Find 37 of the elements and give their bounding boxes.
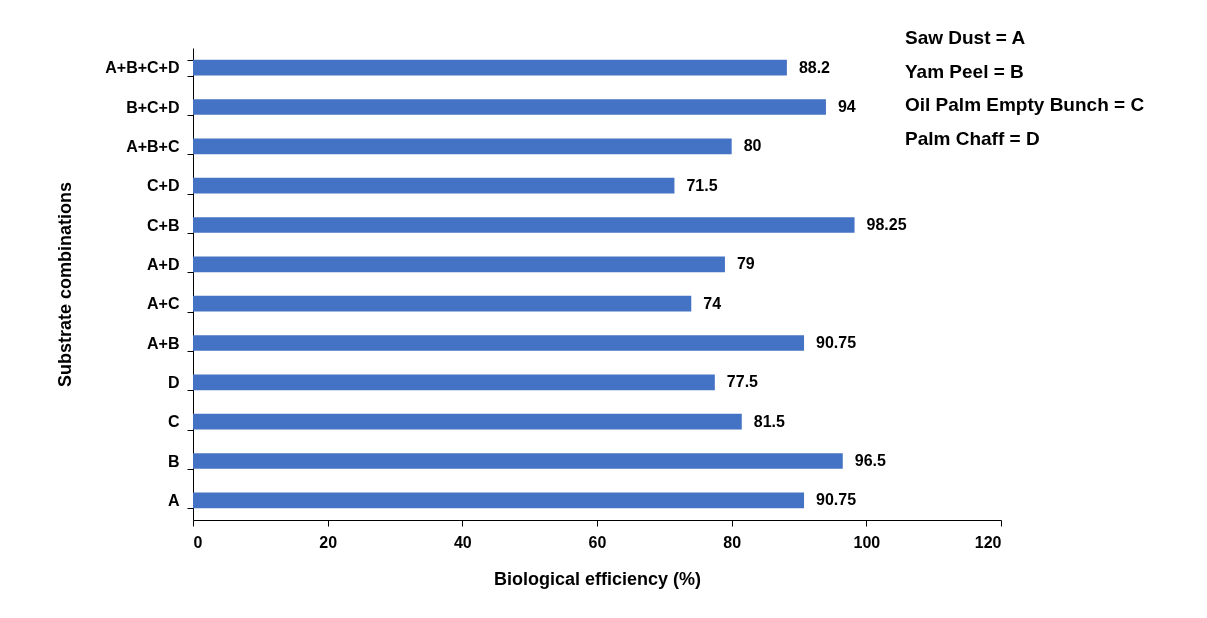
data-label: 81.5 [753, 412, 786, 430]
x-tick-label: 20 [319, 533, 338, 551]
data-label: 88.2 [798, 58, 831, 76]
data-label: 79 [736, 255, 755, 273]
x-tick-label: 0 [193, 533, 203, 551]
y-tick-label: B+C+D [126, 98, 180, 116]
y-tick-label: A+B+C+D [105, 59, 180, 77]
data-label: 98.25 [866, 216, 907, 233]
data-label: 80 [743, 137, 762, 155]
data-label: 77.5 [726, 373, 759, 391]
data-label: 74 [703, 294, 722, 312]
data-label: 94 [837, 98, 856, 115]
text: Saw Dust = A [905, 27, 1026, 48]
y-tick-label: A [167, 491, 180, 509]
y-tick-label: C+B [147, 216, 180, 234]
y-tick-label: C [167, 413, 180, 431]
x-tick-label: 40 [453, 533, 472, 551]
y-tick-label: A+B+C [126, 137, 180, 155]
data-label: 71.5 [686, 176, 718, 194]
data-label: 90.75 [816, 334, 857, 351]
data-label: 90.75 [816, 491, 857, 509]
x-tick-label: 120 [974, 533, 1002, 551]
x-tick-label: 60 [588, 533, 607, 551]
x-tick-label: 80 [723, 533, 742, 551]
y-tick-label: A+D [147, 255, 180, 273]
x-axis-title: Biological efficiency (%) [493, 568, 702, 589]
y-axis-title: Substrate combinations [55, 181, 76, 388]
y-tick-label: B [167, 452, 180, 470]
y-tick-label: C+D [147, 177, 180, 195]
annotation: Oil Palm Empty Bunch = C [905, 94, 1145, 115]
y-tick-label: D [167, 373, 180, 391]
y-tick-label: A+C [147, 295, 180, 313]
data-label: 96.5 [854, 452, 887, 469]
annotation: Palm Chaff = D [905, 127, 1040, 149]
x-tick-label: 100 [853, 533, 881, 551]
annotation: Yam Peel = B [905, 60, 1024, 82]
y-tick-label: A+B [147, 334, 180, 352]
